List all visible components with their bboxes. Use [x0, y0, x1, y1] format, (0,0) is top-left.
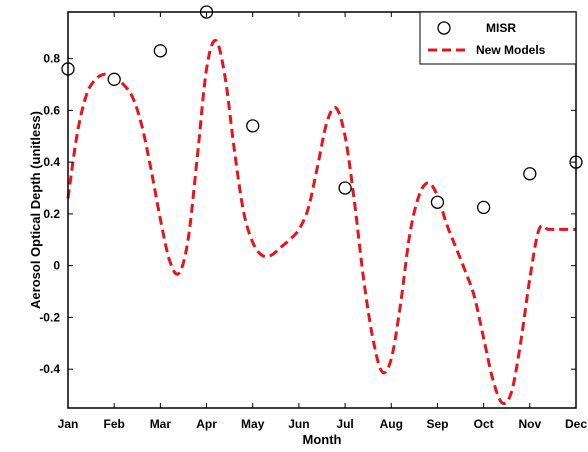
y-tick-label: 0.4 [43, 155, 60, 169]
x-tick-label: Aug [380, 417, 403, 431]
y-axis-title: Aerosol Optical Depth (unitless) [28, 111, 43, 309]
x-tick-label: Oct [474, 417, 494, 431]
misr-point [523, 167, 537, 181]
x-tick-label: Dec [565, 417, 587, 431]
y-tick-label: 0 [53, 259, 60, 273]
y-tick-label: 0.8 [43, 52, 60, 66]
x-tick-label: Sep [426, 417, 448, 431]
x-tick-label: Jul [336, 417, 353, 431]
y-tick-label: -0.4 [39, 362, 60, 376]
misr-point [338, 181, 352, 195]
new-models-line [66, 38, 576, 406]
legend-misr-label: MISR [486, 21, 516, 35]
x-tick-label: Mar [150, 417, 172, 431]
series-layer [61, 5, 583, 406]
y-tick-label: 0.2 [43, 207, 60, 221]
x-tick-label: Jun [288, 417, 309, 431]
legend-box [419, 11, 577, 65]
misr-point [107, 72, 121, 86]
plot-background [68, 12, 576, 408]
misr-point [246, 119, 260, 133]
misr-point [153, 44, 168, 58]
misr-point [430, 195, 445, 209]
x-tick-label: May [241, 417, 265, 431]
x-tick-label: Nov [518, 417, 541, 431]
x-tick-label: Apr [196, 417, 217, 431]
legend-models-label: New Models [476, 43, 546, 57]
legend: MISR New Models [419, 11, 577, 65]
y-tick-label: 0.6 [43, 103, 60, 117]
legend-misr-marker [437, 21, 451, 35]
x-tick-label: Jan [58, 417, 79, 431]
plot-frame [67, 11, 577, 409]
y-tick-label: -0.2 [39, 310, 60, 324]
x-axis-title: Month [303, 432, 342, 447]
axes-layer: Jan Feb Mar Apr May Jun Jul Aug Sep Oct Nov Dec -0.4… [39, 12, 587, 431]
misr-point [476, 200, 491, 215]
x-tick-label: Feb [104, 417, 125, 431]
